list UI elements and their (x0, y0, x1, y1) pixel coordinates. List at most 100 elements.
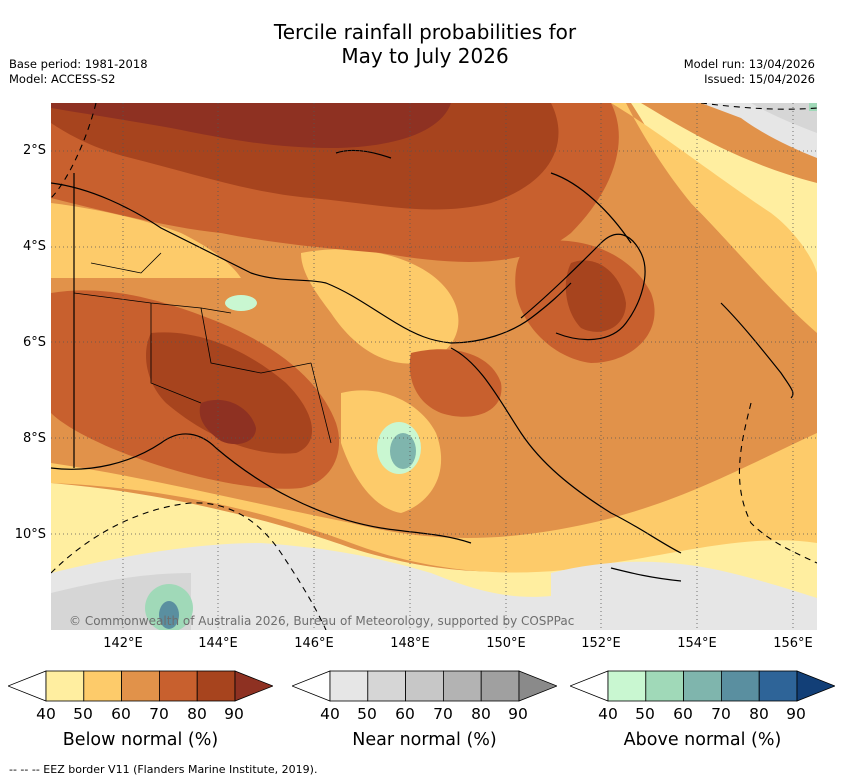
coast-new-ireland (550, 172, 632, 244)
coast-new-britain (520, 233, 646, 341)
lon-tick-154e: 154°E (677, 636, 717, 651)
coastlines (51, 149, 794, 582)
lon-tick-144e: 144°E (198, 636, 238, 651)
colorbar-max-arrow (234, 670, 273, 702)
band-below-80-north (51, 103, 559, 210)
issued-date: Issued: 15/04/2026 (704, 72, 815, 86)
colorbar-tick: 60 (673, 705, 693, 723)
colorbar-tick: 40 (320, 705, 340, 723)
lon-tick-150e: 150°E (486, 636, 526, 651)
colorbar-segment (45, 670, 85, 702)
coast-north-png (51, 182, 572, 344)
colorbar-below-normal (8, 670, 273, 702)
band-near-40-southeast (551, 561, 817, 630)
colorbar-max-arrow (796, 670, 835, 702)
band-below-90-highlands (199, 399, 256, 445)
band-below-50-east (611, 103, 817, 333)
colorbar-tick: 50 (73, 705, 93, 723)
lat-tick-2s: 2°S (22, 143, 46, 158)
map-title: Tercile rainfall probabilities for May t… (0, 20, 850, 68)
colorbar-segment (480, 670, 520, 702)
colorbar-segment (607, 670, 647, 702)
colorbar-tick: 80 (471, 705, 491, 723)
colorbar-tick: 50 (357, 705, 377, 723)
colorbar-min-arrow (292, 670, 331, 702)
colorbar-tick: 90 (224, 705, 244, 723)
probability-shading (51, 103, 817, 630)
colorbar-tick: 80 (749, 705, 769, 723)
band-above-40-highlands (225, 295, 257, 311)
band-above-70-torres (159, 601, 179, 629)
colorbar-min-arrow (8, 670, 47, 702)
coast-bougainville (720, 302, 794, 399)
band-below-80-new-britain (565, 260, 626, 332)
province-border-2 (150, 303, 202, 404)
colorbar-segment (83, 670, 123, 702)
province-border-4 (310, 362, 332, 444)
colorbar-segment (121, 670, 160, 702)
province-border-1 (73, 292, 232, 314)
band-above-50-corner (809, 103, 817, 111)
band-above-60-gulf (390, 433, 416, 469)
colorbar-segment (329, 670, 369, 702)
copyright-notice: © Commonwealth of Australia 2026, Bureau… (69, 614, 575, 628)
lat-tick-4s: 4°S (22, 239, 46, 254)
colorbar-tick: 60 (111, 705, 131, 723)
run-info: Model run: 13/04/2026 Issued: 15/04/2026 (684, 57, 815, 87)
colorbar-tick: 90 (508, 705, 528, 723)
colorbar-above-normal (570, 670, 835, 702)
lat-tick-8s: 8°S (22, 431, 46, 446)
rainfall-map[interactable] (51, 103, 817, 630)
eez-note: -- -- -- EEZ border V11 (Flanders Marine… (9, 763, 318, 776)
band-below-80-highlands (146, 332, 313, 454)
colorbar-tick: 90 (786, 705, 806, 723)
colorbar-segment (683, 670, 722, 702)
legend-label-near: Near normal (%) (352, 730, 497, 750)
legend-label-above: Above normal (%) (623, 730, 782, 750)
legend-label-below: Below normal (%) (62, 730, 219, 750)
coast-south-png (51, 433, 472, 544)
colorbar-tick: 70 (149, 705, 169, 723)
lon-tick-142e: 142°E (103, 636, 143, 651)
band-below-50-south (51, 433, 817, 573)
colorbar-segment (645, 670, 685, 702)
colorbar-segment (442, 670, 482, 702)
province-border-5 (90, 252, 162, 274)
lat-tick-6s: 6°S (22, 335, 46, 350)
lon-tick-152e: 152°E (581, 636, 621, 651)
eez-borders (51, 103, 817, 630)
colorbar-segment (196, 670, 236, 702)
colorbar-segment (758, 670, 798, 702)
eez-border-northeast (700, 103, 817, 110)
eez-border-northwest (51, 103, 97, 199)
band-below-50-west (51, 203, 241, 278)
band-below-70-coast (409, 349, 502, 417)
lon-tick-148e: 148°E (390, 636, 430, 651)
colorbar-min-arrow (570, 670, 609, 702)
coast-papuan-peninsula (450, 347, 682, 554)
lon-tick-156e: 156°E (773, 636, 813, 651)
colorbar-segment (367, 670, 407, 702)
lon-tick-146e: 146°E (294, 636, 334, 651)
coast-louisiade (610, 567, 682, 582)
colorbar-tick: 80 (187, 705, 207, 723)
coast-manus (335, 149, 392, 159)
lat-tick-10s: 10°S (14, 527, 46, 542)
model-run-date: Model run: 13/04/2026 (683, 57, 815, 71)
colorbar-tick: 60 (395, 705, 415, 723)
colorbar-max-arrow (518, 670, 557, 702)
eez-border-south (51, 502, 327, 630)
colorbar-tick: 70 (433, 705, 453, 723)
colorbar-tick: 70 (711, 705, 731, 723)
model-info: Base period: 1981-2018 Model: ACCESS-S2 (9, 57, 148, 87)
colorbar-near-normal (292, 670, 557, 702)
base-period: Base period: 1981-2018 (9, 57, 148, 71)
model-name: Model: ACCESS-S2 (9, 72, 116, 86)
title-line-1: Tercile rainfall probabilities for (273, 20, 577, 44)
province-borders (73, 252, 332, 444)
colorbar-segment (405, 670, 444, 702)
colorbar-tick: 40 (36, 705, 56, 723)
title-line-2: May to July 2026 (341, 44, 509, 68)
colorbar-segment (158, 670, 198, 702)
band-below-90-north (51, 103, 451, 148)
